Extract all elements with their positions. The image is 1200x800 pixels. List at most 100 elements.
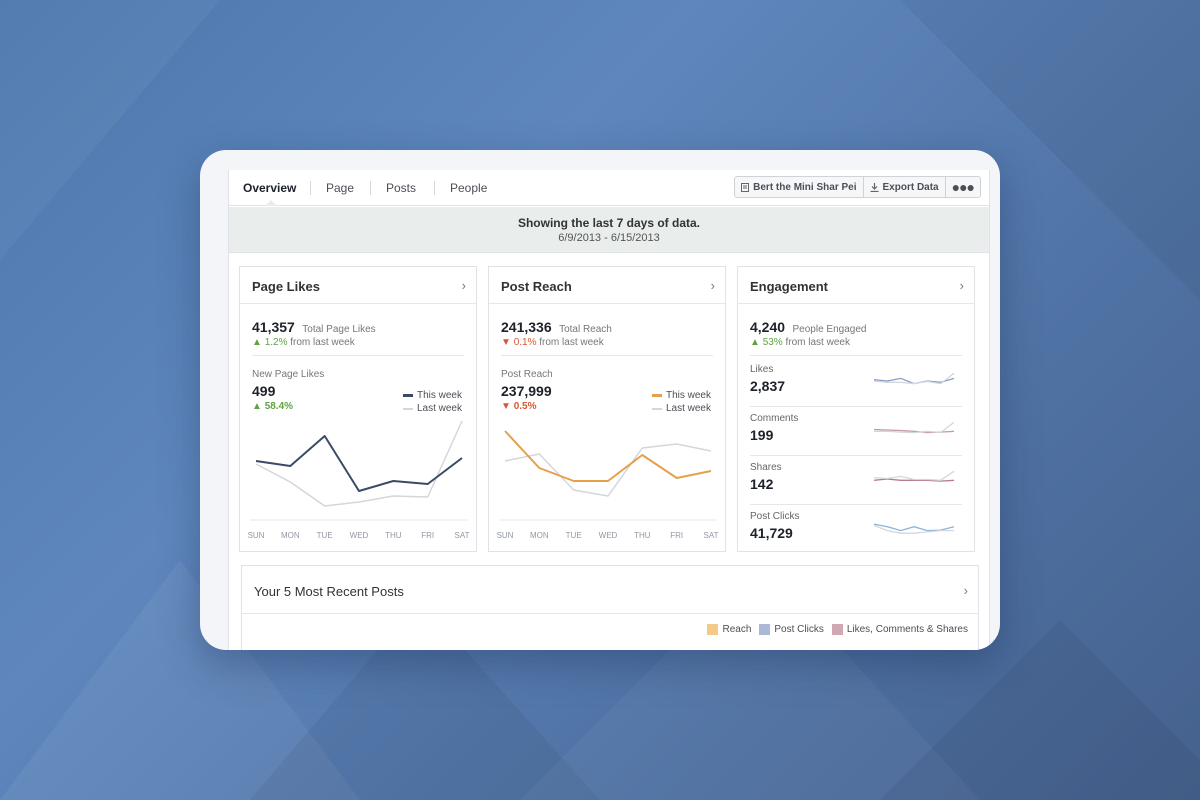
engagement-row-likes: Likes 2,837 [750,358,962,407]
legend-this-week: This week [416,390,462,401]
chevron-right-icon[interactable]: › [710,278,715,293]
legend-swatch-this-week [651,394,662,397]
delta-text: from last week [290,337,355,348]
post-clicks-sparkline [873,523,955,534]
chevron-right-icon[interactable]: › [461,278,466,293]
legend-swatch-engagement [831,624,843,635]
series-line-last-week [504,443,712,497]
legend-swatch-post-clicks [759,624,771,635]
total-label: Total Page Likes [302,324,376,335]
divider [501,355,713,356]
row-label: Post Clicks [750,511,800,522]
export-data-label: Export Data [882,181,939,193]
active-tab-caret [265,200,277,206]
row-value: 142 [750,476,774,492]
x-tick-label: WED [350,531,369,540]
sub-metric-delta: 58.4% [264,401,294,412]
total-label: Total Reach [559,324,612,335]
post-reach-chart: SUN MON TUE WED THU FRI SAT [497,430,719,540]
card-title: Engagement [750,279,829,294]
up-arrow-icon: ▲ [252,337,262,348]
up-arrow-icon: ▲ [750,337,760,348]
sub-metric-value: 237,999 [501,383,552,399]
total-label: People Engaged [792,324,867,335]
row-value: 41,729 [750,525,793,541]
chart-legend: This week Last week [651,389,711,415]
banner-date-range: 6/9/2013 - 6/15/2013 [558,232,660,244]
card-header[interactable]: Post Reach › [489,267,725,304]
legend-this-week: This week [665,390,711,401]
legend-post-clicks: Post Clicks [774,624,824,635]
spark-line-last-week [874,421,955,434]
row-value: 2,837 [750,378,786,394]
x-tick-label: SUN [497,531,514,540]
x-tick-label: FRI [670,531,683,540]
up-arrow-icon: ▲ [252,401,262,412]
likes-sparkline [873,372,955,385]
x-tick-label: SAT [455,531,470,540]
card-title: Post Reach [501,279,572,294]
x-tick-label: SUN [248,531,265,540]
card-title: Page Likes [252,279,320,294]
row-label: Shares [750,462,782,473]
sub-metric-label: New Page Likes [252,369,325,380]
delta-text: from last week [785,337,850,348]
comments-sparkline [873,421,955,434]
date-range-banner: Showing the last 7 days of data. 6/9/201… [229,207,989,253]
down-arrow-icon: ▼ [501,337,511,348]
spark-line-last-week [873,470,955,481]
shares-sparkline [873,470,955,482]
divider [750,355,962,356]
legend-swatch-last-week [402,407,413,410]
down-arrow-icon: ▼ [501,401,511,412]
legend-likes-comments-shares: Likes, Comments & Shares [846,624,968,635]
download-icon [870,182,878,192]
tab-bar: Overview Page Posts People Bert the Mini… [229,170,989,206]
recent-posts-title: Your 5 Most Recent Posts [254,584,404,599]
row-value: 199 [750,427,774,443]
card-header[interactable]: Page Likes › [240,267,476,304]
divider [252,355,464,356]
page-name-label: Bert the Mini Shar Pei [753,181,857,193]
tab-page[interactable]: Page [326,181,355,195]
sub-metric-delta: 0.5% [513,401,537,412]
x-tick-label: TUE [566,531,582,540]
card-header[interactable]: Engagement › [738,267,974,304]
chevron-right-icon[interactable]: › [963,583,968,598]
series-line-this-week [504,430,712,482]
recent-posts-panel: Your 5 Most Recent Posts › Reach Post Cl… [241,565,979,650]
toolbar: Bert the Mini Shar Pei Export Data ●●● [734,176,981,198]
tab-posts[interactable]: Posts [386,181,417,195]
page-selector-button[interactable]: Bert the Mini Shar Pei [735,177,864,197]
legend-reach: Reach [722,624,752,635]
engagement-row-post-clicks: Post Clicks 41,729 [750,505,962,554]
engagement-row-shares: Shares 142 [750,456,962,505]
export-data-button[interactable]: Export Data [864,177,946,197]
legend-swatch-reach [707,624,719,635]
legend-last-week: Last week [416,403,462,414]
legend-swatch-this-week [402,394,413,397]
row-label: Comments [750,413,799,424]
insights-screen: Overview Page Posts People Bert the Mini… [228,170,990,650]
chevron-right-icon[interactable]: › [959,278,964,293]
more-options-button[interactable]: ●●● [946,177,980,197]
tab-people[interactable]: People [450,181,488,195]
series-line-last-week [255,420,463,507]
total-value: 241,336 [501,319,552,335]
legend-last-week: Last week [665,403,711,414]
x-tick-label: THU [634,531,651,540]
page-icon [741,182,750,192]
delta-text: from last week [539,337,604,348]
x-tick-label: FRI [421,531,434,540]
delta-value: 53% [762,337,783,348]
delta-value: 0.1% [513,337,537,348]
row-label: Likes [750,364,774,375]
tab-separator [370,181,371,195]
x-tick-label: THU [385,531,402,540]
x-tick-label: MON [530,531,549,540]
legend-swatch-last-week [651,407,662,410]
device-frame: Overview Page Posts People Bert the Mini… [200,150,1000,650]
delta-value: 1.2% [264,337,288,348]
tab-overview[interactable]: Overview [243,181,297,195]
engagement-row-comments: Comments 199 [750,407,962,456]
